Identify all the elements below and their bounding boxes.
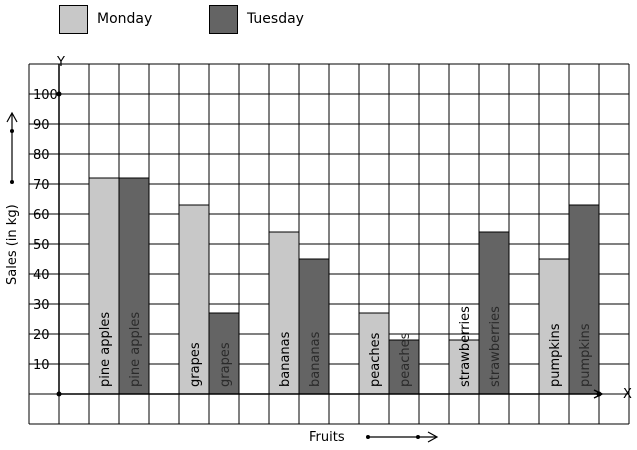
y-tick-label: 10 — [33, 358, 50, 373]
y-tick-label: 100 — [33, 88, 58, 103]
x-title-arrow-dot — [366, 435, 370, 439]
x-axis-end-dot — [596, 391, 602, 397]
legend-monday: Monday — [59, 4, 152, 34]
legend-label-monday: Monday — [97, 11, 153, 27]
bar-tuesday-3 — [388, 339, 420, 395]
bar-tuesday-4 — [478, 231, 510, 395]
legend-tuesday: Tuesday — [209, 4, 304, 34]
y-tick-label: 60 — [33, 208, 50, 223]
bar-label-monday-1: grapes — [188, 342, 203, 387]
bars — [88, 177, 600, 395]
y-tick-label: 90 — [33, 118, 50, 133]
bar-label-monday-2: bananas — [278, 331, 293, 387]
y-tick-label: 30 — [33, 298, 50, 313]
bar-label-tuesday-5: pumpkins — [578, 323, 593, 387]
axes — [6, 64, 604, 443]
bar-label-monday-0: pine apples — [98, 312, 113, 387]
bar-label-tuesday-3: peaches — [398, 332, 413, 387]
origin-dot — [56, 391, 62, 397]
bar-tuesday-0 — [118, 177, 150, 395]
legend-swatch-monday — [59, 4, 88, 34]
x-axis-title: Fruits — [309, 430, 345, 445]
x-title-arrow-head — [427, 431, 439, 443]
y-tick-label: 20 — [33, 328, 50, 343]
bar-label-tuesday-0: pine apples — [128, 312, 143, 387]
y-tick-label: 70 — [33, 178, 50, 193]
y-tick-label: 40 — [33, 268, 50, 283]
bar-label-tuesday-1: grapes — [218, 342, 233, 387]
bar-monday-3 — [358, 312, 390, 395]
legend-swatch-tuesday — [209, 4, 238, 34]
x-title-arrow-dot — [416, 435, 420, 439]
bar-monday-2 — [268, 231, 300, 395]
legend-label-tuesday: Tuesday — [247, 11, 304, 27]
y-axis-letter: Y — [56, 55, 65, 70]
y-title-arrow-dot — [10, 129, 14, 133]
bar-label-monday-4: strawberries — [458, 306, 473, 387]
y-title-arrow-head — [6, 111, 18, 123]
y-axis-title: Sales (in kg) — [5, 204, 20, 285]
bar-label-monday-3: peaches — [368, 332, 383, 387]
bar-tuesday-1 — [208, 312, 240, 395]
bar-tuesday-5 — [568, 204, 600, 395]
bar-label-tuesday-2: bananas — [308, 331, 323, 387]
labels: pine apples pine apples grapes grapes banana… — [5, 55, 632, 445]
bar-label-monday-5: pumpkins — [548, 323, 563, 387]
y-title-arrow-dot — [10, 180, 14, 184]
bar-label-tuesday-4: strawberries — [488, 306, 503, 387]
bar-tuesday-2 — [298, 258, 330, 395]
x-axis-arrow — [593, 389, 604, 399]
x-axis-letter: X — [623, 387, 632, 402]
y-tick-label: 50 — [33, 238, 50, 253]
bar-monday-1 — [178, 204, 210, 395]
y-tick-label: 80 — [33, 148, 50, 163]
